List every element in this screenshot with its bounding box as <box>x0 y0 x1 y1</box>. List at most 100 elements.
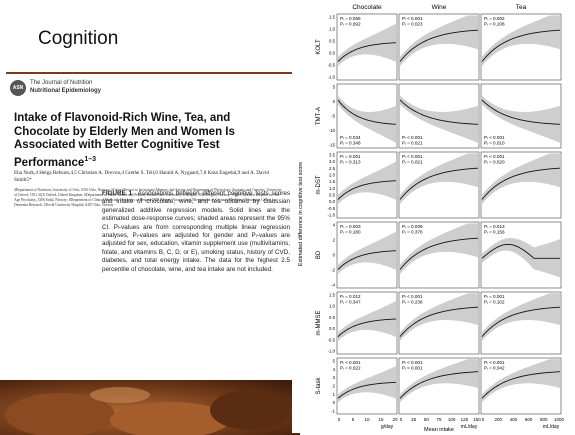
y-tick-label: -5 <box>331 114 335 119</box>
y-tick-label: 0.0 <box>329 199 336 204</box>
p-value: Pᵢ = 0.020 <box>484 160 505 165</box>
p-value: Pₗ = 0.059 <box>340 16 361 21</box>
p-value: Pₗ = 0.009 <box>402 224 423 229</box>
p-value: Pᵢ = 0.010 <box>484 141 505 146</box>
p-value: Pᵢ = 0.023 <box>402 22 423 27</box>
p-value: Pᵢ = 0.022 <box>340 366 361 371</box>
x-tick-label: 0 <box>482 417 485 422</box>
p-value: Pₗ = 0.003 <box>340 224 361 229</box>
caption-text: Associations between different cognitive… <box>102 190 290 273</box>
y-tick-label: -0.5 <box>328 206 336 211</box>
slide-title: Cognition <box>38 28 118 50</box>
p-value: Pₗ < 0.001 <box>402 360 423 365</box>
paper-excerpt: ASN The Journal of Nutrition Nutritional… <box>6 72 292 390</box>
caption-label: FIGURE 1 <box>102 190 132 197</box>
p-value: Pₗ < 0.001 <box>402 16 423 21</box>
row-label: TMT-A <box>316 107 322 125</box>
x-tick-label: 75 <box>436 417 442 422</box>
x-tick-label: 15 <box>378 417 384 422</box>
y-tick-label: 1.5 <box>329 293 336 298</box>
p-value: Pᵢ = 0.156 <box>484 230 505 235</box>
y-tick-label: -0.5 <box>328 63 336 68</box>
x-tick-label: 1000 <box>554 417 565 422</box>
y-tick-label: 0.5 <box>329 39 336 44</box>
y-tick-label: -10 <box>329 128 336 133</box>
y-tick-label: -1.0 <box>328 213 336 218</box>
p-value: Pₗ < 0.001 <box>484 154 505 159</box>
p-value: Pᵢ = 0.042 <box>484 366 505 371</box>
column-header: Tea <box>516 4 527 11</box>
y-tick-label: 3.0 <box>329 159 336 164</box>
y-tick-label: 2.5 <box>329 166 336 171</box>
journal-logo: ASN <box>10 80 26 96</box>
journal-section: Nutritional Epidemiology <box>30 88 101 94</box>
p-value: Pₗ < 0.001 <box>402 154 423 159</box>
y-tick-label: 2 <box>333 384 336 389</box>
y-tick-label: 0 <box>333 99 336 104</box>
paper-title-text: Intake of Flavonoid-Rich Wine, Tea, and … <box>14 112 235 168</box>
y-tick-label: 1.5 <box>329 179 336 184</box>
p-value: Pᵢ = 0.313 <box>340 160 361 165</box>
p-value: Pₗ = 0.012 <box>340 294 361 299</box>
row-label: S-task <box>316 377 322 395</box>
p-value: Pᵢ = 0.021 <box>402 160 423 165</box>
y-tick-label: 1.5 <box>329 15 336 20</box>
cocoa-background <box>0 380 300 435</box>
p-value: Pᵢ = 0.021 <box>402 141 423 146</box>
y-tick-label: -1.0 <box>328 75 336 80</box>
p-value: Pₗ = 0.002 <box>484 16 505 21</box>
p-value: Pₗ = 0.001 <box>340 154 361 159</box>
row-label: m-DST <box>316 175 322 194</box>
p-value: Pₗ < 0.001 <box>484 360 505 365</box>
x-tick-label: 600 <box>525 417 533 422</box>
x-tick-label: 125 <box>461 417 469 422</box>
y-tick-label: 0.0 <box>329 326 336 331</box>
x-tick-label: 20 <box>392 417 398 422</box>
journal-name: The Journal of Nutrition <box>30 80 92 86</box>
p-value: Pᵢ = 0.378 <box>402 230 423 235</box>
p-value: Pᵢ = 0.347 <box>340 300 361 305</box>
x-unit: mL/day <box>461 424 478 430</box>
y-tick-label: 0.5 <box>329 193 336 198</box>
x-axis-label: Mean intake <box>424 427 454 433</box>
y-axis-label: Estimated difference in cognitive test s… <box>298 162 304 266</box>
x-tick-label: 50 <box>424 417 430 422</box>
y-tick-label: -15 <box>329 143 336 148</box>
x-unit: mL/day <box>543 424 560 430</box>
x-tick-label: 10 <box>364 417 370 422</box>
x-tick-label: 0 <box>338 417 341 422</box>
p-value: Pᵢ = 0.348 <box>340 141 361 146</box>
p-value: Pᵢ = 0.238 <box>402 300 423 305</box>
column-header: Chocolate <box>352 4 382 11</box>
y-tick-label: -2 <box>331 268 335 273</box>
y-tick-label: 0 <box>333 400 336 405</box>
row-label: BD <box>316 250 322 259</box>
y-tick-label: -0.5 <box>328 337 336 342</box>
x-unit: g/day <box>381 424 394 430</box>
title-note: 1–3 <box>84 156 96 163</box>
x-tick-label: 100 <box>448 417 456 422</box>
y-tick-label: 5 <box>333 85 336 90</box>
p-value: Pₗ = 0.001 <box>484 294 505 299</box>
x-tick-label: 800 <box>540 417 548 422</box>
x-tick-label: 200 <box>494 417 502 422</box>
p-value: Pᵢ = 0.108 <box>484 22 505 27</box>
y-tick-label: 0.0 <box>329 51 336 56</box>
authors: Eha Nurk,4 Helga Refsum,4,5 Christian A.… <box>14 170 284 184</box>
row-label: m-MMSE <box>316 311 322 336</box>
y-tick-label: -4 <box>331 283 335 288</box>
p-value: Pₗ = 0.013 <box>484 224 505 229</box>
y-tick-label: 0 <box>333 253 336 258</box>
x-tick-label: 5 <box>352 417 355 422</box>
y-tick-label: 4 <box>333 367 336 372</box>
p-value: Pᵢ = 0.102 <box>484 300 505 305</box>
y-tick-label: 2.0 <box>329 173 336 178</box>
paper-title: Intake of Flavonoid-Rich Wine, Tea, and … <box>14 112 284 170</box>
row-label: KOLT <box>316 39 322 55</box>
slide: Cognition ASN The Journal of Nutrition N… <box>0 0 575 435</box>
x-tick-label: 0 <box>400 417 403 422</box>
p-value: Pₗ = 0.034 <box>340 135 361 140</box>
figure-caption: FIGURE 1 Associations between different … <box>102 190 290 274</box>
p-value: Pᵢ = 0.692 <box>340 22 361 27</box>
